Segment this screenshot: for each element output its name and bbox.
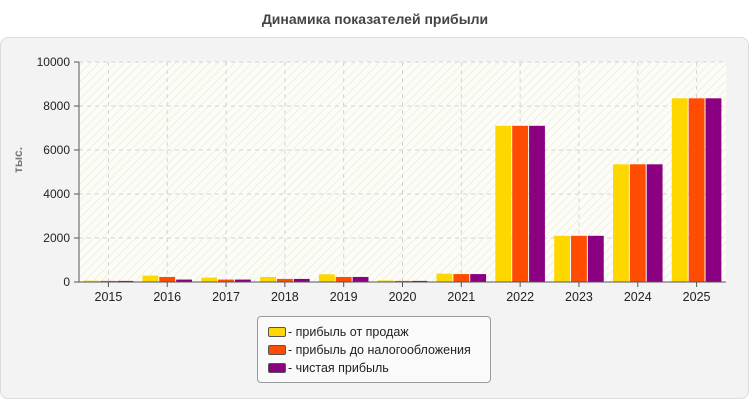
y-tick-label: 4000 [43, 187, 70, 201]
y-tick-label: 2000 [43, 231, 70, 245]
bar [495, 125, 512, 282]
legend-swatch [268, 327, 286, 337]
bar [512, 125, 529, 282]
bar [436, 273, 453, 282]
legend-swatch [268, 345, 286, 355]
legend: - прибыль от продаж - прибыль до налогоо… [257, 316, 491, 383]
bar [470, 274, 487, 282]
bar [554, 235, 571, 282]
x-tick-label: 2020 [389, 290, 417, 304]
x-tick-label: 2017 [212, 290, 240, 304]
bar [159, 276, 176, 282]
legend-label: - чистая прибыль [288, 361, 389, 375]
legend-item-sales-profit: - прибыль от продаж [268, 323, 490, 341]
bar [335, 276, 352, 282]
x-tick-label: 2019 [330, 290, 358, 304]
bar [629, 164, 646, 282]
bar [529, 125, 545, 282]
x-tick-label: 2025 [683, 290, 711, 304]
x-tick-label: 2022 [506, 290, 534, 304]
bar [571, 235, 587, 282]
bar [117, 280, 134, 282]
y-tick-label: 10000 [37, 55, 71, 69]
bar [411, 280, 428, 282]
bar [377, 280, 394, 282]
bar [705, 98, 722, 282]
x-tick-label: 2024 [624, 290, 652, 304]
bar [234, 279, 251, 282]
bar [176, 279, 193, 282]
bar [671, 98, 688, 282]
x-tick-label: 2016 [153, 290, 181, 304]
bar [260, 276, 276, 282]
bar [218, 279, 234, 282]
bar [83, 280, 100, 282]
chart-title: Динамика показателей прибыли [261, 11, 489, 27]
legend-swatch [268, 363, 286, 373]
bar [612, 164, 629, 282]
bar [201, 277, 218, 282]
bar [276, 278, 293, 282]
x-tick-label: 2023 [565, 290, 593, 304]
bar [394, 280, 411, 282]
y-axis-label: тыс. [11, 147, 25, 173]
x-tick-label: 2021 [447, 290, 475, 304]
x-tick-label: 2018 [271, 290, 299, 304]
bar [453, 274, 470, 282]
bar [352, 276, 369, 282]
x-tick-label: 2015 [95, 290, 123, 304]
bar [100, 280, 117, 282]
legend-item-net-profit: - чистая прибыль [268, 359, 490, 377]
bar [293, 278, 310, 282]
y-tick-label: 6000 [43, 143, 70, 157]
legend-item-pretax-profit: - прибыль до налогообложения [268, 341, 490, 359]
bar [318, 274, 335, 282]
y-tick-label: 8000 [43, 99, 70, 113]
bar [587, 235, 604, 282]
bar [646, 164, 663, 282]
bar [142, 275, 159, 282]
legend-label: - прибыль от продаж [288, 325, 409, 339]
legend-label: - прибыль до налогообложения [288, 343, 471, 357]
y-tick-label: 0 [63, 275, 70, 289]
bar [688, 98, 705, 282]
